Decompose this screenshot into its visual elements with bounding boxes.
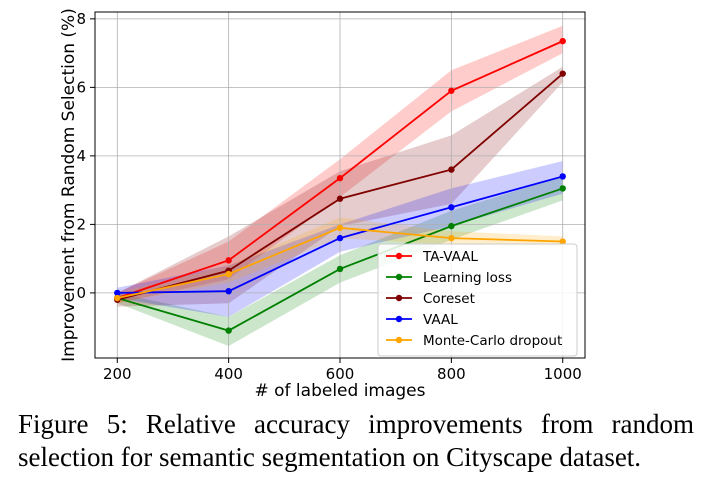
legend-marker xyxy=(395,252,403,260)
point-monte-carlo-dropout xyxy=(114,294,121,302)
legend-marker xyxy=(395,315,403,323)
point-vaal xyxy=(114,289,121,297)
series-lines xyxy=(114,37,566,334)
x-axis-ticks: 200 400 600 800 1000 xyxy=(103,358,582,383)
figure-caption: Figure 5: Relative accuracy improvements… xyxy=(18,409,694,472)
point-vaal xyxy=(448,204,455,211)
point-vaal xyxy=(336,234,344,242)
y-tick-label: 2 xyxy=(76,215,86,233)
x-tick-label: 600 xyxy=(326,365,355,383)
point-learning-loss xyxy=(559,185,566,192)
x-axis-label: # of labeled images xyxy=(254,381,425,400)
y-tick-label: 4 xyxy=(76,147,86,165)
point-learning-loss xyxy=(225,327,232,334)
point-vaal xyxy=(225,287,232,295)
legend-box xyxy=(377,243,578,357)
y-tick-label: 6 xyxy=(76,78,86,96)
legend-label: Monte-Carlo dropout xyxy=(423,333,562,349)
point-monte-carlo-dropout xyxy=(336,224,344,232)
point-learning-loss xyxy=(448,222,455,230)
point-coreset xyxy=(448,166,455,173)
point-ta-vaal xyxy=(225,257,232,264)
y-axis-label: Improvement from Random Selection (%) xyxy=(59,8,79,362)
x-tick-label: 200 xyxy=(103,365,132,383)
x-tick-label: 400 xyxy=(214,365,243,383)
point-ta-vaal xyxy=(448,87,455,94)
point-ta-vaal xyxy=(559,37,566,45)
x-tick-label: 800 xyxy=(437,365,466,383)
legend-label: Coreset xyxy=(423,291,475,307)
legend: TA-VAAL Learning loss Coreset VAAL Monte-Car… xyxy=(377,243,578,357)
point-coreset xyxy=(336,195,344,202)
y-tick-label: 8 xyxy=(76,10,86,28)
point-learning-loss xyxy=(336,265,344,273)
legend-label: Learning loss xyxy=(423,270,512,286)
point-monte-carlo-dropout xyxy=(448,234,455,242)
y-tick-label: 0 xyxy=(76,284,86,302)
point-ta-vaal xyxy=(336,174,344,182)
legend-label: VAAL xyxy=(423,312,458,328)
legend-label: TA-VAAL xyxy=(422,249,478,265)
legend-marker xyxy=(395,294,403,302)
legend-marker xyxy=(395,273,403,281)
point-monte-carlo-dropout xyxy=(559,238,566,245)
x-tick-label: 1000 xyxy=(544,365,582,383)
chart: 200 400 600 800 1000 0 2 4 6 8 # of labeled imag… xyxy=(59,8,586,400)
point-monte-carlo-dropout xyxy=(225,270,232,278)
point-coreset xyxy=(559,70,566,77)
y-axis-ticks: 0 2 4 6 8 xyxy=(76,10,95,302)
point-vaal xyxy=(559,173,566,180)
legend-marker xyxy=(395,336,403,344)
